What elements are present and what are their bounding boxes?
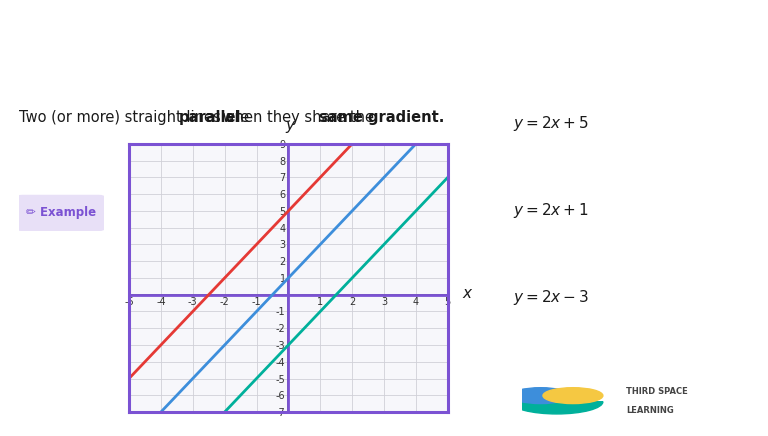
Text: LEARNING: LEARNING [626, 406, 674, 415]
Text: parallel: parallel [179, 110, 241, 125]
Text: Parallel and Perpendicular Lines: Parallel and Perpendicular Lines [19, 35, 501, 61]
Text: $y = 2x - 3$: $y = 2x - 3$ [513, 288, 589, 307]
Text: ✏ Example: ✏ Example [26, 206, 97, 219]
FancyBboxPatch shape [16, 195, 105, 231]
Text: $y = 2x + 1$: $y = 2x + 1$ [513, 201, 589, 220]
Text: when they share the: when they share the [217, 110, 378, 125]
Wedge shape [511, 402, 603, 414]
Text: $y = 2x + 5$: $y = 2x + 5$ [513, 114, 589, 133]
Text: THIRD SPACE: THIRD SPACE [626, 388, 687, 396]
Circle shape [543, 388, 603, 404]
Text: $y$: $y$ [285, 119, 296, 135]
Text: $x$: $x$ [462, 286, 474, 301]
Circle shape [511, 388, 571, 404]
Text: same gradient.: same gradient. [319, 110, 445, 125]
Text: Two (or more) straight lines are: Two (or more) straight lines are [19, 110, 254, 125]
